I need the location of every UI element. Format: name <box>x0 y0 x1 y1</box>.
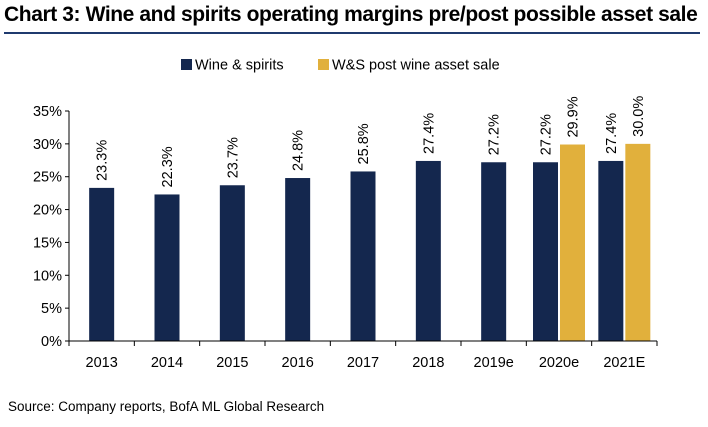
data-label: 27.4% <box>421 113 437 154</box>
title-underline <box>4 32 700 34</box>
legend-label-2: W&S post wine asset sale <box>332 58 500 74</box>
y-tick-label: 15% <box>33 235 62 251</box>
data-label: 23.3% <box>95 140 111 181</box>
x-tick-label: 2015 <box>216 355 248 371</box>
data-label: 25.8% <box>356 123 372 164</box>
bars: 23.3% 22.3% 23.7% 24.8% 25.8% 27.4% 27.2% 27.2%… <box>89 96 651 341</box>
x-tick-label: 2018 <box>412 355 444 371</box>
legend-label-1: Wine & spirits <box>195 58 284 74</box>
data-label: 24.8% <box>291 130 307 171</box>
bar-wine-spirits-2017 <box>350 171 376 341</box>
y-axis: 0% 5% 10% 15% 20% 25% 30% 35% <box>33 104 70 350</box>
bar-chart: Wine & spirits W&S post wine asset sale 0… <box>33 58 658 371</box>
legend-swatch-2 <box>318 59 329 70</box>
data-label: 23.7% <box>225 137 241 178</box>
x-tick-label: 2016 <box>282 355 314 371</box>
x-tick-label: 2021E <box>603 355 645 371</box>
data-label: 29.9% <box>566 96 582 137</box>
legend: Wine & spirits W&S post wine asset sale <box>181 58 500 74</box>
bar-wine-spirits-2016 <box>285 178 311 341</box>
bar-wine-spirits-2015 <box>219 185 245 341</box>
bar-wine-spirits-2021E <box>598 160 624 341</box>
data-label: 22.3% <box>160 146 176 187</box>
y-tick-label: 5% <box>41 301 62 317</box>
bar-wine-spirits-2013 <box>89 187 115 341</box>
x-tick-label: 2014 <box>151 355 183 371</box>
bar-wine-spirits-2018 <box>415 160 441 341</box>
bar-ws-post-sale-2021E <box>625 143 651 341</box>
bar-wine-spirits-2019e <box>481 162 507 341</box>
x-tick-label: 2020e <box>539 355 579 371</box>
bar-wine-spirits-2014 <box>154 194 180 341</box>
bar-wine-spirits-2020e <box>533 162 558 341</box>
y-tick-label: 30% <box>33 137 62 153</box>
data-label: 27.2% <box>487 114 503 155</box>
legend-swatch-1 <box>181 59 192 70</box>
data-label: 27.4% <box>604 113 620 154</box>
x-tick-label: 2017 <box>347 355 379 371</box>
bar-ws-post-sale-2020e <box>560 144 585 341</box>
x-tick-label: 2013 <box>86 355 118 371</box>
y-tick-label: 35% <box>33 104 62 120</box>
data-label: 30.0% <box>631 96 647 137</box>
source-note: Source: Company reports, BofA ML Global … <box>8 399 325 414</box>
chart-title: Chart 3: Wine and spirits operating marg… <box>4 3 698 26</box>
x-tick-label: 2019e <box>474 355 514 371</box>
y-tick-label: 0% <box>41 334 62 350</box>
y-tick-label: 10% <box>33 268 62 284</box>
data-label: 27.2% <box>539 114 555 155</box>
y-tick-label: 20% <box>33 203 62 219</box>
x-axis: 2013 2014 2015 2016 2017 2018 2019e 2020e 2021E <box>68 340 658 371</box>
y-tick-label: 25% <box>33 170 62 186</box>
